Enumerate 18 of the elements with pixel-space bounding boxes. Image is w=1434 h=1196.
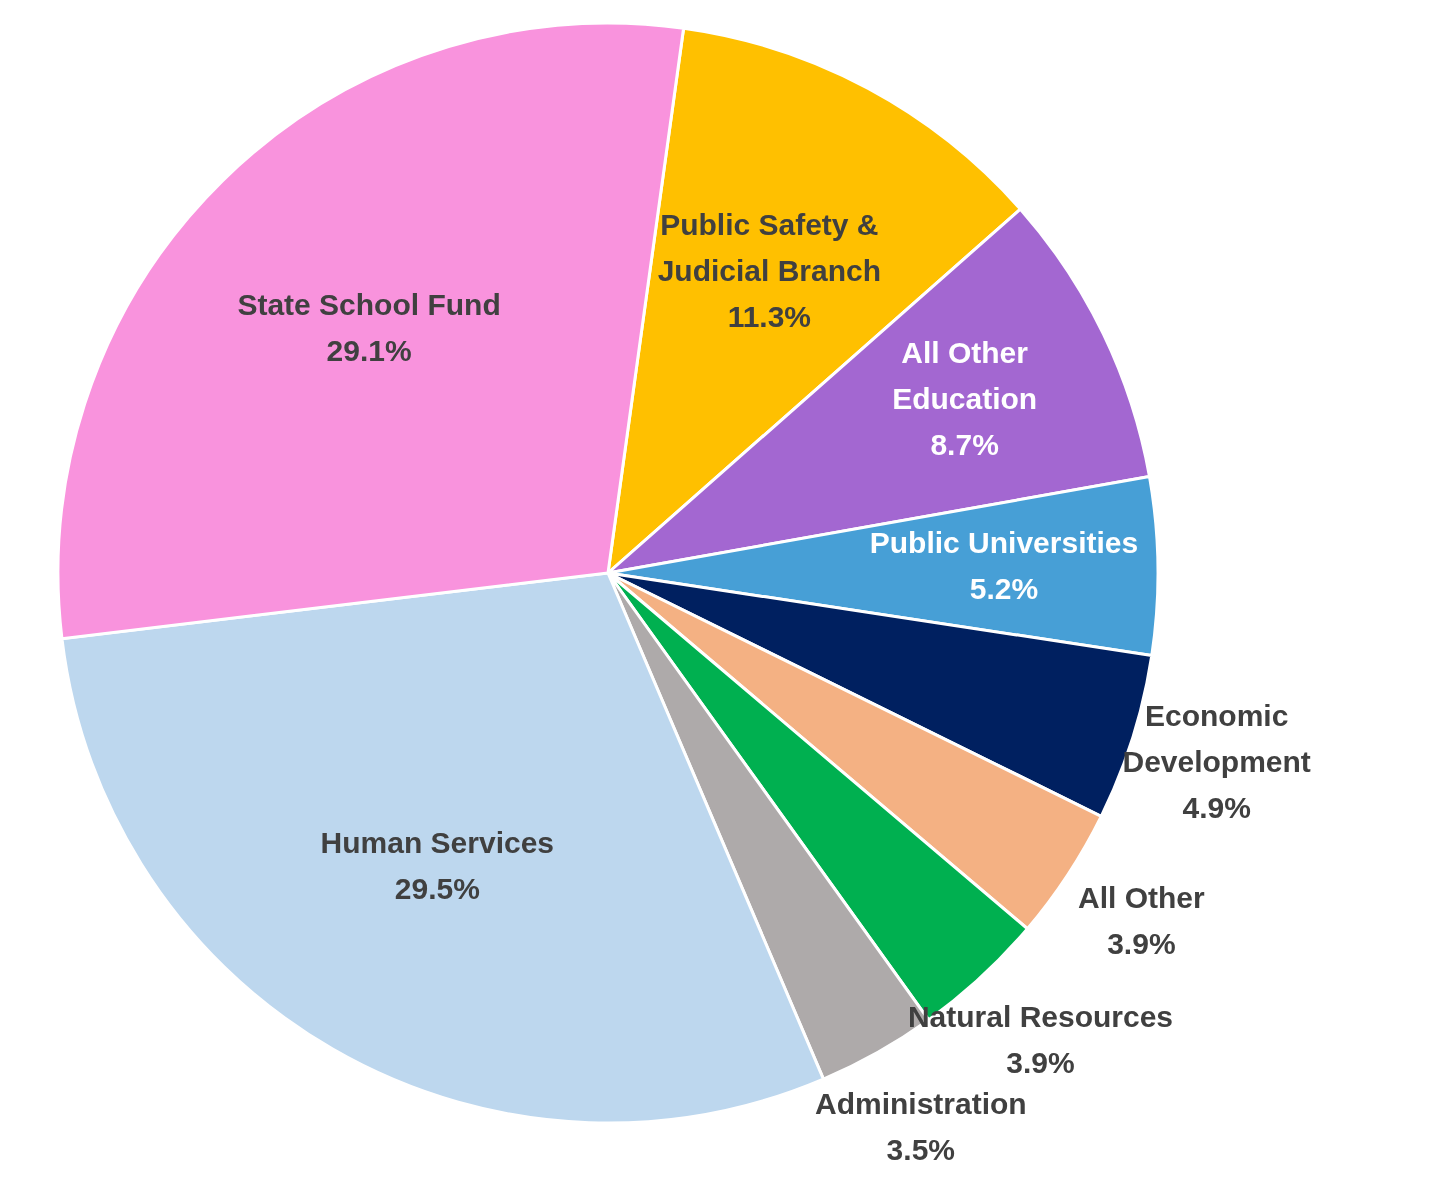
data-label: 11.3% bbox=[727, 299, 812, 333]
data-label: 3.5% bbox=[886, 1132, 955, 1166]
slice-label: Public Universities bbox=[869, 525, 1139, 559]
data-label: 8.7% bbox=[930, 427, 999, 461]
data-label: 5.2% bbox=[969, 571, 1039, 605]
slice-label: Economic Development bbox=[1122, 699, 1311, 779]
slice-label: Public Safety & Judicial Branch bbox=[657, 207, 882, 287]
slice-label: Administration bbox=[814, 1086, 1027, 1120]
data-label: 4.9% bbox=[1182, 791, 1251, 825]
slice-label: All Other Education bbox=[892, 335, 1038, 415]
data-label: 29.1% bbox=[326, 333, 412, 367]
data-label: 29.5% bbox=[394, 872, 480, 906]
slice-label: Human Services bbox=[320, 826, 555, 860]
data-label: 3.9% bbox=[1006, 1045, 1075, 1079]
slice-label: All Other bbox=[1078, 881, 1206, 915]
slice-label: State School Fund bbox=[237, 287, 501, 321]
slice-label: Natural Resources bbox=[907, 999, 1174, 1033]
data-label: 3.9% bbox=[1107, 927, 1176, 961]
